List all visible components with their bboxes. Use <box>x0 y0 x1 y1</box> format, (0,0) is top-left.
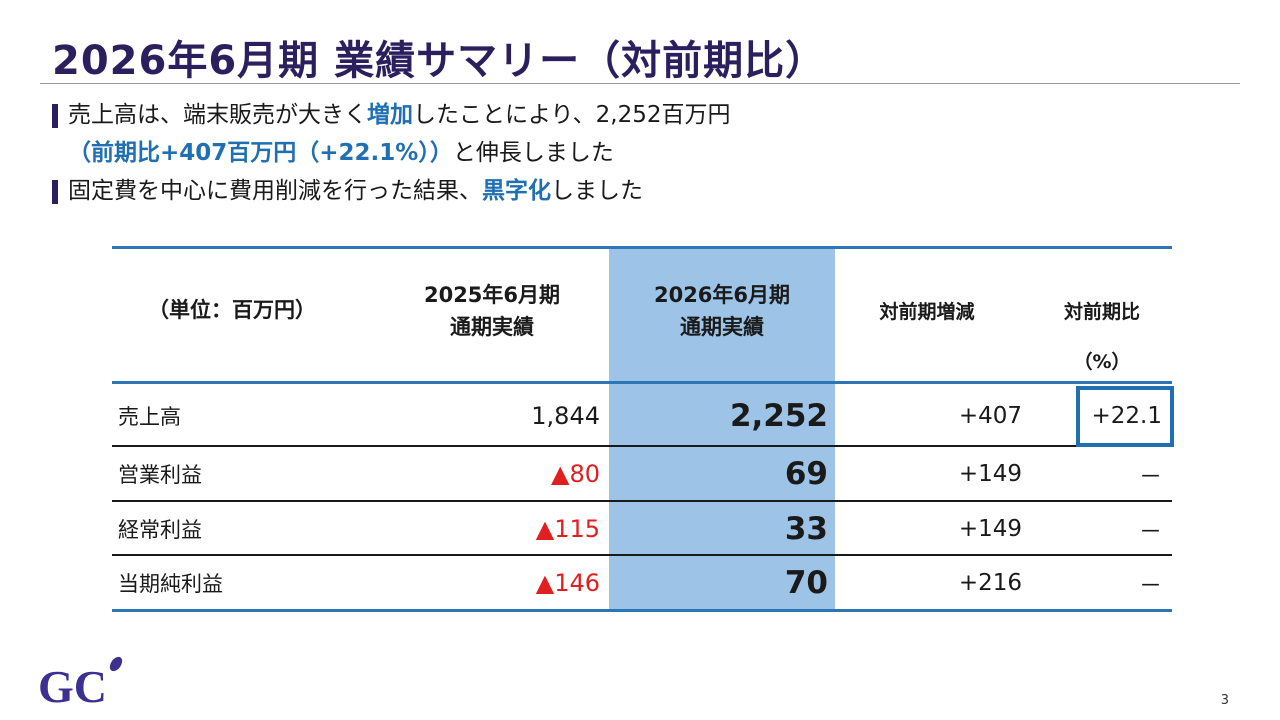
gc-logo-icon: GC <box>38 656 123 712</box>
curr-year-header-line2: 通期実績 <box>680 315 764 339</box>
table-row-divider <box>112 554 1172 556</box>
curr-value: 2,252 <box>729 398 828 434</box>
company-logo: GC <box>38 654 128 712</box>
prev-year-header-line1: 2025年6月期 <box>423 283 561 307</box>
table-row-divider <box>112 445 1172 447</box>
bullet-1-text-a: 売上高は、端末販売が大きく <box>68 102 367 128</box>
bullet-2-highlight: 黒字化 <box>482 178 551 204</box>
bullet-2-text: 固定費を中心に費用削減を行った結果、黒字化しました <box>68 172 643 210</box>
prev-value: ▲115 <box>535 515 600 543</box>
table-top-rule <box>112 246 1172 249</box>
logo-text: GC <box>38 661 107 710</box>
prev-value: ▲80 <box>551 460 600 488</box>
bullet-1-text-b: したことにより、2,252百万円 <box>413 102 731 128</box>
bullet-1-text-c: と伸長しました <box>452 140 614 166</box>
results-table: （単位：百万円） 2025年6月期 通期実績 2026年6月期 通期実績 対前期… <box>112 246 1174 612</box>
slide-title: 2026年6月期 業績サマリー（対前期比） <box>52 38 827 84</box>
ratio-value: － <box>1139 519 1162 545</box>
row-label: 経常利益 <box>118 518 202 542</box>
bullet-1-growth-highlight: （前期比+407百万円（+22.1%）） <box>68 140 453 166</box>
bullet-marker <box>52 180 58 204</box>
curr-year-header: 2026年6月期 通期実績 <box>609 279 835 343</box>
bullet-1-continuation: （前期比+407百万円（+22.1%））と伸長しました <box>68 134 614 172</box>
ratio-value: +22.1 <box>1091 403 1162 429</box>
row-label: 売上高 <box>118 405 181 429</box>
bullet-1-highlight: 増加 <box>367 102 413 128</box>
page-number: 3 <box>1220 693 1229 708</box>
bullet-marker <box>52 104 58 128</box>
row-label: 当期純利益 <box>118 572 223 596</box>
diff-value: +216 <box>958 570 1022 596</box>
diff-value: +149 <box>958 516 1022 542</box>
unit-header: （単位：百万円） <box>148 298 316 322</box>
ratio-highlight-box <box>1076 386 1174 447</box>
ratio-unit-header: （%） <box>1073 351 1131 373</box>
curr-value: 70 <box>784 565 828 601</box>
curr-year-header-line1: 2026年6月期 <box>653 283 791 307</box>
table-row-divider <box>112 500 1172 502</box>
table-row: 当期純利益 ▲146 70 +216 － <box>112 556 1172 610</box>
bullet-2-text-b: しました <box>551 178 643 204</box>
curr-value: 69 <box>784 456 828 492</box>
ratio-header: 対前期比 <box>1063 301 1140 323</box>
bullet-2-text-a: 固定費を中心に費用削減を行った結果、 <box>68 178 482 204</box>
ratio-value: － <box>1139 464 1162 490</box>
table-row: 営業利益 ▲80 69 +149 － <box>112 447 1172 501</box>
table-row: 売上高 1,844 2,252 +407 +22.1 <box>112 386 1172 446</box>
bullet-1-text: 売上高は、端末販売が大きく増加したことにより、2,252百万円 <box>68 96 730 134</box>
prev-value: 1,844 <box>531 402 600 430</box>
logo-accent <box>109 656 123 672</box>
diff-header: 対前期増減 <box>879 301 975 323</box>
table-bottom-rule <box>112 609 1172 612</box>
prev-year-header-line2: 通期実績 <box>450 315 534 339</box>
ratio-value: － <box>1139 573 1162 599</box>
row-label: 営業利益 <box>118 463 202 487</box>
table-row: 経常利益 ▲115 33 +149 － <box>112 502 1172 556</box>
prev-year-header: 2025年6月期 通期実績 <box>392 279 592 343</box>
curr-value: 33 <box>784 511 828 547</box>
table-header-rule <box>112 381 1172 384</box>
current-year-column-highlight <box>609 246 835 612</box>
diff-value: +149 <box>958 461 1022 487</box>
prev-value: ▲146 <box>535 569 600 597</box>
title-divider <box>40 83 1240 84</box>
diff-value: +407 <box>958 403 1022 429</box>
